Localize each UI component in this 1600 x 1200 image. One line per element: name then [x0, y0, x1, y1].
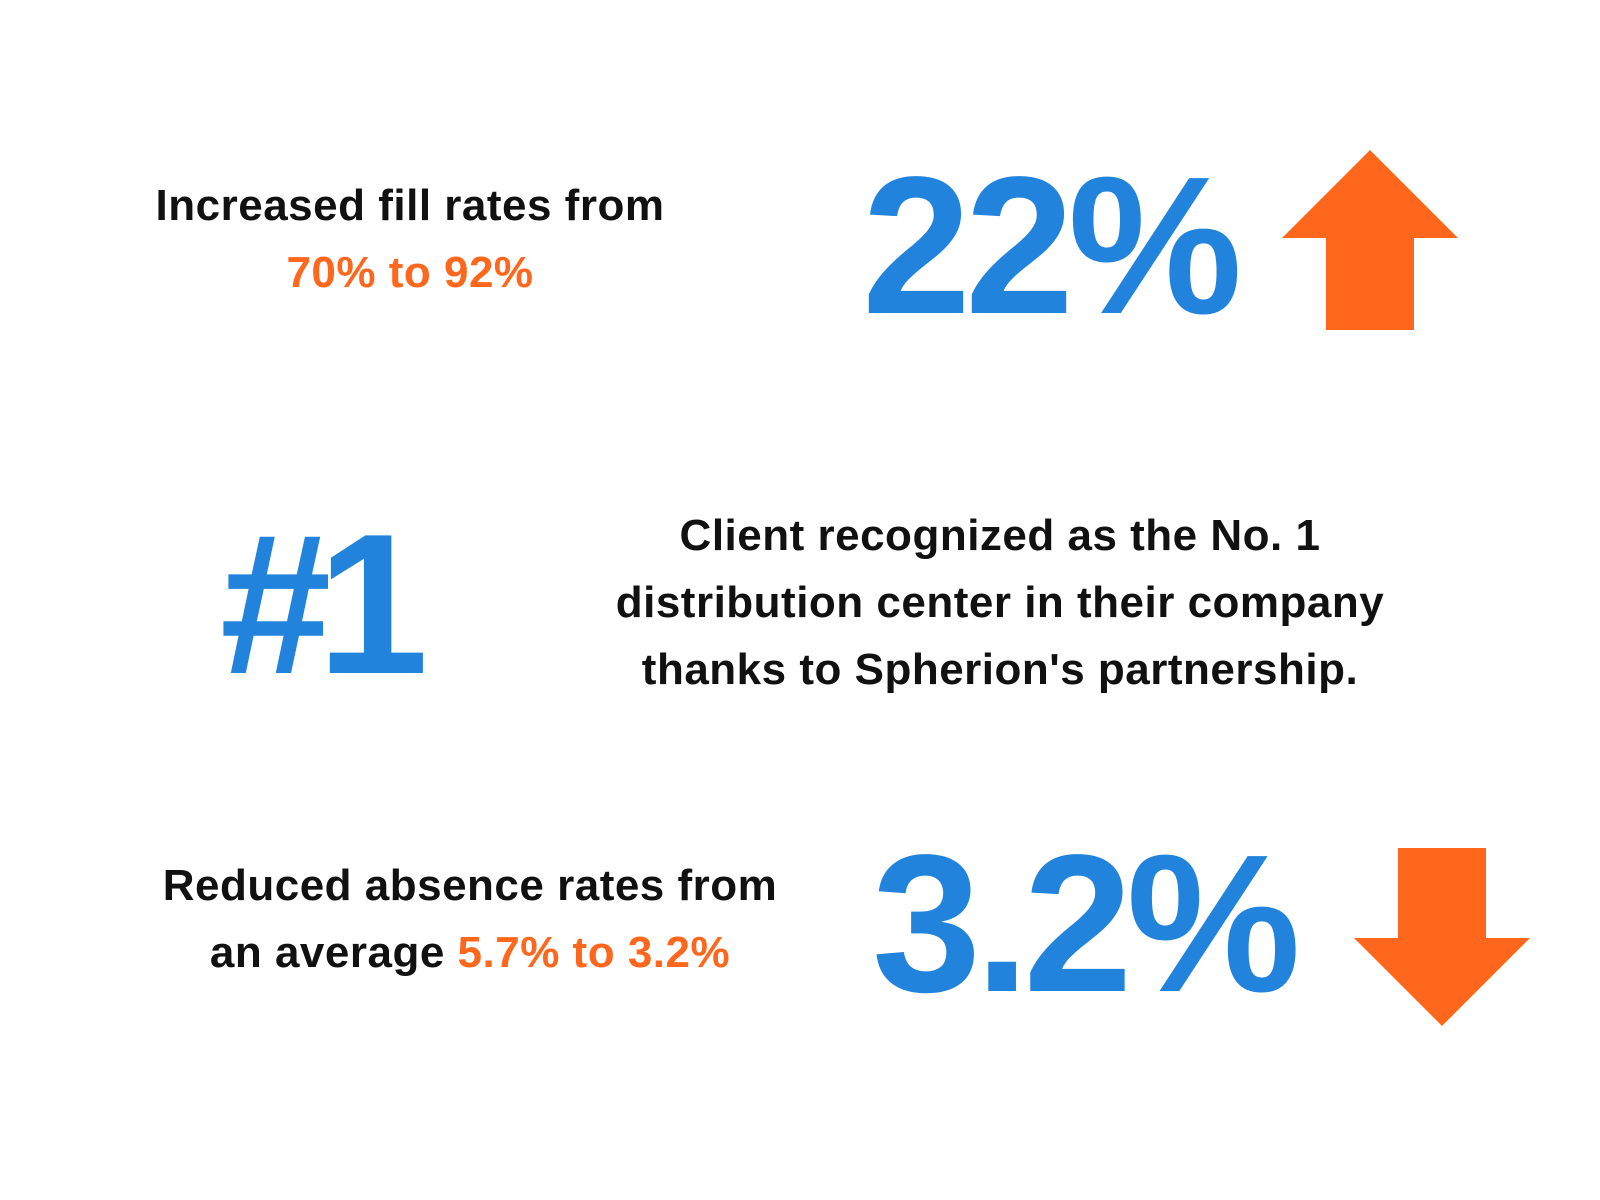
stat1-line1: Increased fill rates from: [155, 181, 665, 230]
arrow-down-icon: [1354, 848, 1530, 1026]
stat3-line2-prefix: an average: [209, 928, 458, 977]
stat3-description: Reduced absence rates from an average 5.…: [100, 852, 840, 986]
stat3-highlight: 5.7% to 3.2%: [457, 928, 731, 977]
stat1-description: Increased fill rates from 70% to 92%: [80, 172, 740, 306]
stat2-line: distribution center in their company: [615, 578, 1385, 627]
stat2-line: Client recognized as the No. 1: [679, 511, 1321, 560]
stat2-line: thanks to Spherion's partnership.: [641, 645, 1359, 694]
stat3-line1: Reduced absence rates from: [162, 861, 778, 910]
stat1-big-value: 22%: [862, 136, 1242, 355]
stat3-big-value: 3.2%: [872, 814, 1301, 1033]
stat2-big-value: #1: [220, 493, 429, 716]
arrow-up-icon: [1282, 150, 1458, 330]
stat2-description: Client recognized as the No. 1 distribut…: [520, 502, 1480, 703]
stat1-highlight: 70% to 92%: [286, 248, 534, 297]
